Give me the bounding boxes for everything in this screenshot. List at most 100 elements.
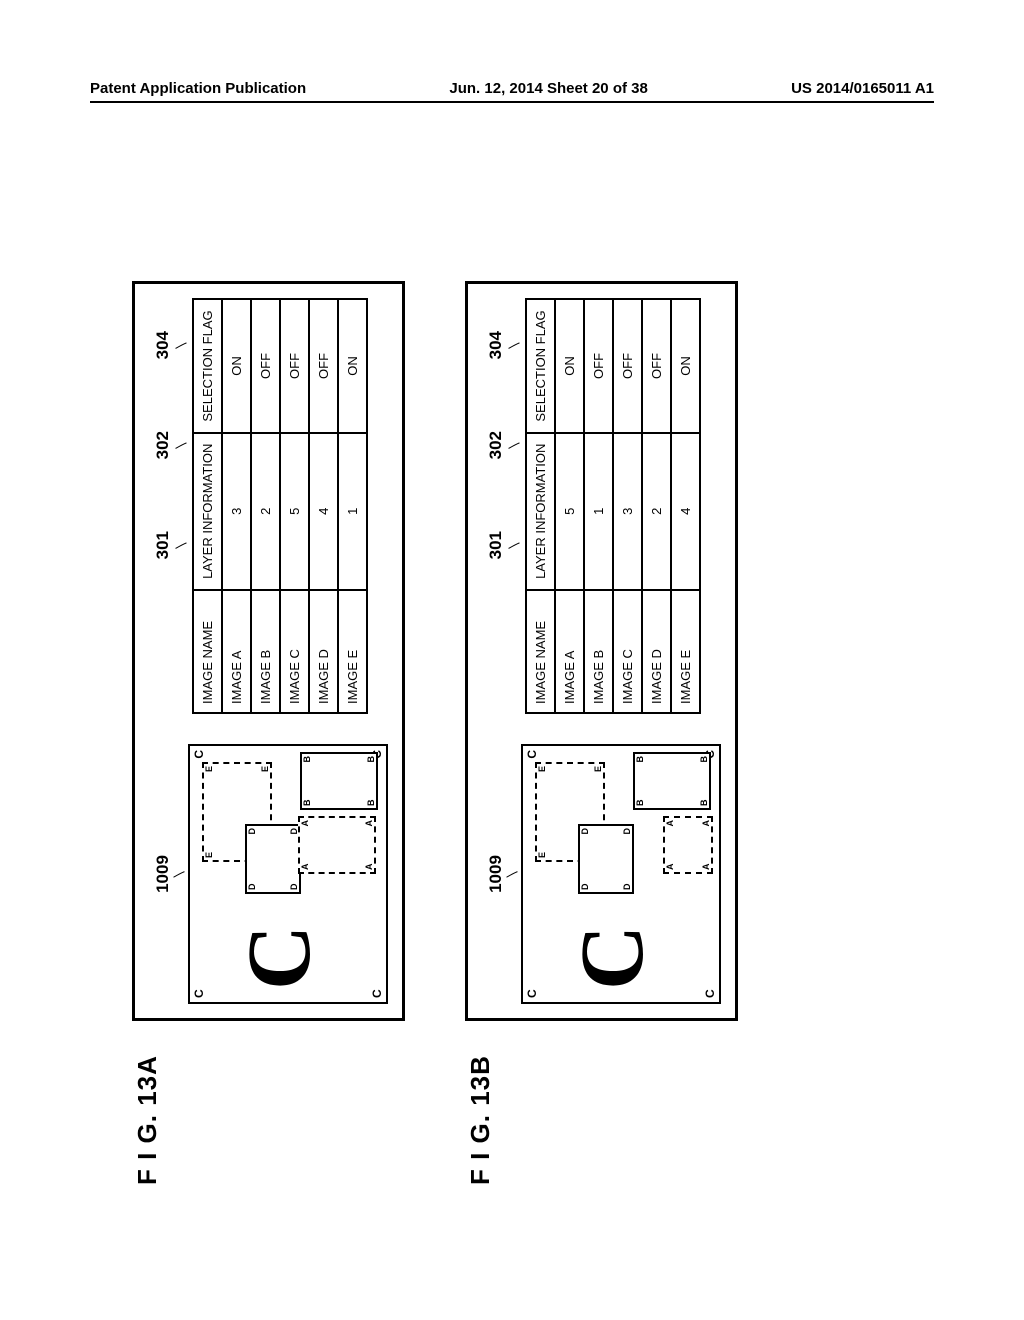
ref-301: 301 [486, 510, 506, 580]
figure-13b: F I G. 13B 1009 〵 C C C C C E E [465, 135, 738, 1185]
b-corner: B [635, 756, 645, 763]
ref-302: 302 [486, 410, 506, 480]
cell-flag: ON [222, 299, 251, 432]
cell-layer: 3 [222, 433, 251, 590]
table-13a: IMAGE NAME LAYER INFORMATION SELECTION F… [192, 298, 368, 714]
ref-1009-b: 1009 [486, 855, 506, 893]
cell-layer: 5 [555, 433, 584, 590]
cell-name: IMAGE D [309, 590, 338, 713]
shape-a: A A A A [663, 816, 713, 874]
header-right: US 2014/0165011 A1 [791, 80, 934, 97]
b-corner: B [366, 756, 376, 763]
corner-c: C [192, 989, 206, 998]
ref-1009-a: 1009 [153, 855, 173, 893]
ref-302: 302 [153, 410, 173, 480]
diagram-col-13b: 1009 〵 C C C C C E E E E [486, 744, 721, 1004]
b-corner: B [302, 800, 312, 807]
e-corner: E [537, 852, 547, 858]
col-refs-a: 301 302 304 [153, 310, 173, 702]
cell-name: IMAGE E [338, 590, 367, 713]
b-corner: B [366, 800, 376, 807]
cell-layer: 4 [309, 433, 338, 590]
shape-d: D D D D [245, 824, 301, 894]
a-corner: A [364, 864, 374, 871]
table-col-13b: 301 302 304 〵 〵 〵 IMAGE NAME LAYER INFOR… [486, 298, 721, 714]
b-corner: B [635, 800, 645, 807]
rotated-content: F I G. 13A 1009 〵 C C C C C E E [132, 135, 892, 1185]
cell-flag: ON [338, 299, 367, 432]
figure-label-13b: F I G. 13B [465, 1045, 496, 1185]
tilde-icon: 〵 [506, 410, 523, 480]
big-c: C [235, 925, 325, 990]
cell-flag: OFF [309, 299, 338, 432]
table-row: IMAGE A3ON [222, 299, 251, 713]
tilde-row: 〵 〵 〵 [508, 310, 523, 702]
cell-flag: OFF [251, 299, 280, 432]
a-corner: A [665, 864, 675, 871]
panel-13a: 1009 〵 C C C C C E E E E [132, 281, 405, 1021]
ref-304: 304 [153, 310, 173, 380]
shape-b: B B B B [633, 752, 711, 810]
table-row: IMAGE C5OFF [280, 299, 309, 713]
shape-b: B B B B [300, 752, 378, 810]
d-corner: D [247, 884, 257, 891]
shape-d: D D D D [578, 824, 634, 894]
panel-13b: 1009 〵 C C C C C E E E E [465, 281, 738, 1021]
e-corner: E [593, 766, 603, 772]
table-row: IMAGE A5ON [555, 299, 584, 713]
header-center: Jun. 12, 2014 Sheet 20 of 38 [449, 80, 647, 97]
table-row: IMAGE B1OFF [584, 299, 613, 713]
cell-name: IMAGE C [280, 590, 309, 713]
tilde-icon: 〵 [506, 310, 523, 380]
cell-layer: 1 [338, 433, 367, 590]
cell-layer: 5 [280, 433, 309, 590]
tilde-icon: 〵 [506, 510, 523, 580]
corner-c: C [192, 750, 206, 759]
big-c: C [568, 925, 658, 990]
cell-layer: 2 [642, 433, 671, 590]
a-corner: A [300, 864, 310, 871]
d-corner: D [289, 884, 299, 891]
cell-name: IMAGE A [555, 590, 584, 713]
table-col-13a: 301 302 304 〵 〵 〵 IMAGE NAME LAYER INFOR… [153, 298, 388, 714]
tilde-icon: 〵 [504, 868, 521, 880]
diagram-col-13a: 1009 〵 C C C C C E E E E [153, 744, 388, 1004]
cell-flag: OFF [642, 299, 671, 432]
a-corner: A [300, 820, 310, 827]
corner-c: C [525, 750, 539, 759]
table-row: IMAGE D4OFF [309, 299, 338, 713]
cell-name: IMAGE E [671, 590, 700, 713]
corner-c: C [525, 989, 539, 998]
shape-a: A A A A [298, 816, 376, 874]
cell-name: IMAGE C [613, 590, 642, 713]
cell-flag: ON [555, 299, 584, 432]
table-13b: IMAGE NAME LAYER INFORMATION SELECTION F… [525, 298, 701, 714]
tilde-icon: 〵 [173, 510, 190, 580]
header-flag: SELECTION FLAG [526, 299, 555, 432]
cell-name: IMAGE D [642, 590, 671, 713]
corner-c: C [370, 989, 384, 998]
header-layer: LAYER INFORMATION [193, 433, 222, 590]
d-corner: D [622, 884, 632, 891]
e-corner: E [204, 852, 214, 858]
ref-301: 301 [153, 510, 173, 580]
cell-flag: OFF [613, 299, 642, 432]
e-corner: E [537, 766, 547, 772]
b-corner: B [302, 756, 312, 763]
e-corner: E [260, 766, 270, 772]
a-corner: A [665, 820, 675, 827]
cell-flag: OFF [584, 299, 613, 432]
page-header: Patent Application Publication Jun. 12, … [90, 80, 934, 103]
header-image-name: IMAGE NAME [526, 590, 555, 713]
d-corner: D [580, 828, 590, 835]
diagram-13b: C C C C C E E E E [521, 744, 721, 1004]
d-corner: D [622, 828, 632, 835]
table-header-row: IMAGE NAME LAYER INFORMATION SELECTION F… [526, 299, 555, 713]
d-corner: D [247, 828, 257, 835]
diagram-13a: C C C C C E E E E [188, 744, 388, 1004]
cell-name: IMAGE B [584, 590, 613, 713]
e-corner: E [204, 766, 214, 772]
header-flag: SELECTION FLAG [193, 299, 222, 432]
figure-13a: F I G. 13A 1009 〵 C C C C C E E [132, 135, 405, 1185]
table-row: IMAGE D2OFF [642, 299, 671, 713]
